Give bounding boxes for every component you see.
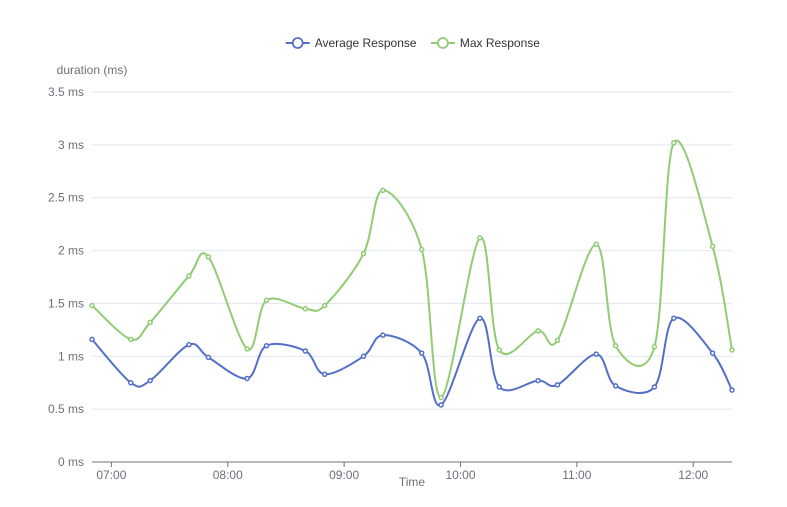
- data-point[interactable]: [244, 346, 250, 352]
- data-point[interactable]: [651, 344, 658, 350]
- data-point[interactable]: [671, 139, 677, 146]
- x-tick-label: 09:00: [329, 468, 359, 482]
- series-max-response: [89, 139, 735, 401]
- data-point[interactable]: [593, 241, 599, 247]
- data-point[interactable]: [244, 375, 250, 382]
- data-point[interactable]: [186, 273, 192, 279]
- data-point[interactable]: [263, 297, 270, 304]
- axes: 0 ms 0.5 ms 1 ms 1.5 ms 2 ms 2.5 ms 3 ms 3.5 ms…: [48, 85, 732, 482]
- y-tick-label: 3 ms: [58, 138, 84, 152]
- data-point[interactable]: [205, 354, 212, 361]
- data-point[interactable]: [147, 319, 153, 326]
- data-point[interactable]: [438, 402, 444, 408]
- data-point[interactable]: [612, 383, 619, 389]
- x-axis-title: Time: [399, 475, 426, 489]
- x-tick-label: 10:00: [445, 468, 475, 482]
- data-point[interactable]: [128, 336, 134, 343]
- data-point[interactable]: [360, 353, 367, 360]
- data-point[interactable]: [729, 347, 735, 353]
- data-point[interactable]: [186, 341, 192, 348]
- data-point[interactable]: [89, 336, 95, 343]
- data-point[interactable]: [496, 384, 503, 390]
- data-point[interactable]: [302, 305, 309, 312]
- legend-circle-icon: [436, 37, 449, 49]
- series-line: [91, 139, 733, 399]
- x-tick-label: 12:00: [678, 468, 708, 482]
- data-point[interactable]: [612, 342, 619, 349]
- data-point[interactable]: [496, 347, 503, 353]
- data-point[interactable]: [554, 382, 561, 388]
- data-point[interactable]: [263, 342, 270, 349]
- legend-item[interactable]: Max Response: [430, 36, 540, 50]
- series-average-response: [89, 315, 735, 408]
- x-tick-label: 11:00: [562, 468, 591, 482]
- y-tick-label: 1 ms: [58, 349, 84, 363]
- data-point[interactable]: [360, 250, 367, 257]
- x-tick-label: 07:00: [96, 468, 126, 482]
- x-tick-label: 08:00: [213, 468, 243, 482]
- legend-circle-icon: [291, 37, 304, 49]
- data-point[interactable]: [321, 371, 328, 378]
- series-line: [91, 316, 733, 407]
- legend-label: Max Response: [460, 36, 540, 50]
- data-point[interactable]: [89, 302, 95, 309]
- data-point[interactable]: [302, 348, 309, 354]
- data-point[interactable]: [535, 328, 541, 334]
- data-point[interactable]: [477, 235, 483, 241]
- data-point[interactable]: [651, 384, 658, 390]
- legend-label: Average Response: [315, 36, 417, 50]
- y-axis-title: duration (ms): [57, 63, 128, 77]
- y-tick-label: 2 ms: [58, 244, 84, 258]
- y-tick-label: 2.5 ms: [48, 191, 84, 205]
- data-point[interactable]: [709, 350, 716, 356]
- data-point[interactable]: [418, 350, 425, 356]
- grid-lines: [92, 91, 732, 410]
- data-point[interactable]: [438, 394, 444, 401]
- y-tick-label: 1.5 ms: [48, 296, 84, 310]
- data-point[interactable]: [128, 379, 134, 386]
- data-point[interactable]: [554, 337, 561, 344]
- data-point[interactable]: [709, 243, 716, 250]
- series: [89, 139, 735, 408]
- data-point[interactable]: [593, 351, 599, 357]
- data-point[interactable]: [321, 302, 328, 309]
- data-point[interactable]: [380, 332, 386, 338]
- data-point[interactable]: [671, 315, 677, 321]
- data-point[interactable]: [477, 315, 483, 321]
- data-point[interactable]: [205, 254, 212, 260]
- legend[interactable]: Average Response Max Response: [285, 36, 541, 50]
- data-point[interactable]: [147, 377, 153, 384]
- y-tick-label: 0.5 ms: [48, 402, 84, 416]
- legend-item[interactable]: Average Response: [285, 36, 417, 50]
- data-point[interactable]: [729, 387, 735, 393]
- data-point[interactable]: [535, 377, 541, 384]
- y-tick-label: 3.5 ms: [48, 85, 84, 99]
- y-tick-label: 0 ms: [58, 455, 84, 469]
- data-point[interactable]: [418, 246, 425, 253]
- data-point[interactable]: [380, 187, 386, 194]
